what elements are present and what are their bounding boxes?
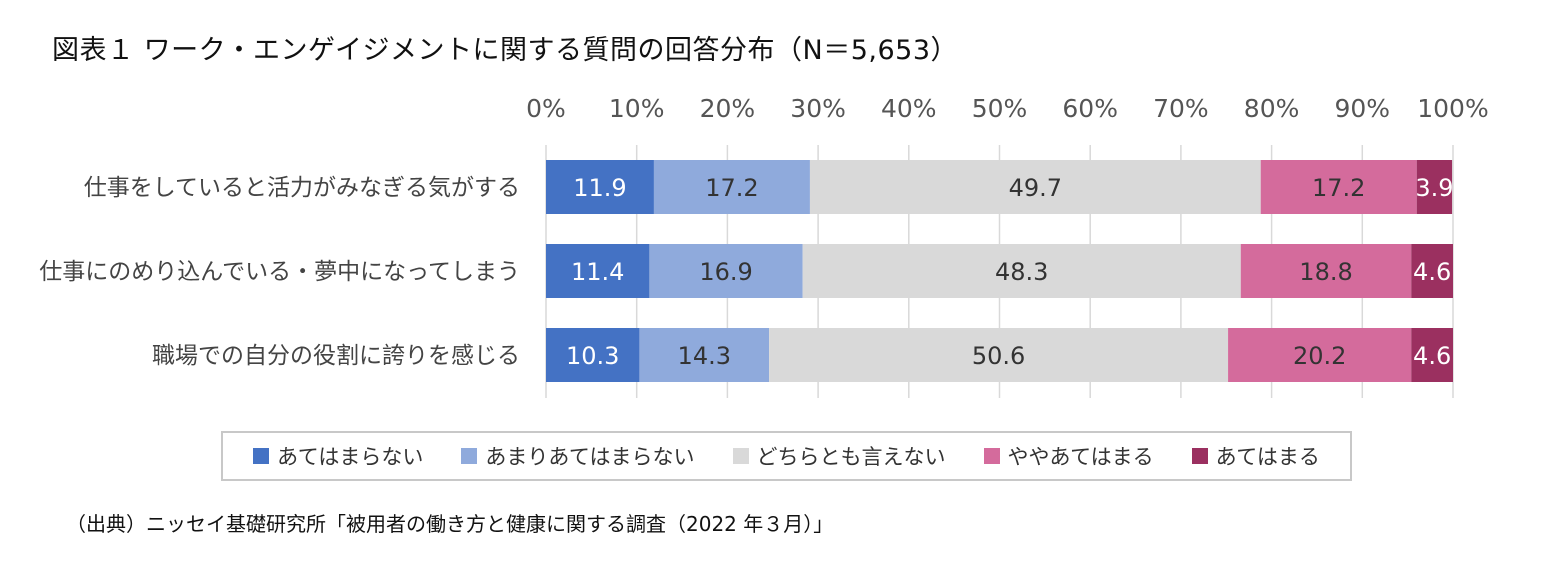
data-label: 4.6 xyxy=(1413,258,1451,286)
bar-segment xyxy=(653,160,810,214)
legend-item: あてはまる xyxy=(1191,441,1320,471)
bar-segment xyxy=(639,328,770,382)
chart-title: 図表１ ワーク・エンゲイジメントに関する質問の回答分布（N＝5,653） xyxy=(52,35,958,66)
data-label: 18.8 xyxy=(1299,258,1352,286)
legend: あてはまらない あまりあてはまらない どちらとも言えない ややあてはまる あてはまる xyxy=(221,431,1352,481)
x-tick-label: 0% xyxy=(526,94,566,123)
bar-segment xyxy=(649,244,803,298)
bars: 11.9 17.2 49.7 17.2 3.9 11.4 16.9 48.3 18.8 4.6 10… xyxy=(546,160,1453,382)
category-label: 仕事をしていると活力がみなぎる気がする xyxy=(84,175,520,201)
x-tick-label: 10% xyxy=(609,94,665,123)
data-label: 49.7 xyxy=(1009,174,1062,202)
legend-swatch xyxy=(461,448,478,464)
x-axis-ticks: 0% 10% 20% 30% 40% 50% 60% 70% 80% 90% 100% xyxy=(526,94,1489,123)
bar-segment xyxy=(1260,160,1417,214)
x-tick-label: 80% xyxy=(1244,94,1300,123)
data-label: 50.6 xyxy=(972,342,1025,370)
legend-swatch xyxy=(732,448,749,464)
stacked-bar-chart: 11.9 17.2 49.7 17.2 3.9 11.4 16.9 48.3 18.8 4.6 10… xyxy=(39,94,1489,398)
bar-segment xyxy=(769,328,1229,382)
data-label: 4.6 xyxy=(1413,342,1451,370)
x-tick-label: 90% xyxy=(1335,94,1391,123)
source-note: （出典）ニッセイ基礎研究所「被用者の働き方と健康に関する調査（2022 年３月）… xyxy=(66,512,834,536)
bar-segment xyxy=(1411,244,1453,298)
data-label: 17.2 xyxy=(1312,174,1365,202)
legend-swatch xyxy=(253,448,270,464)
data-label: 16.9 xyxy=(699,258,752,286)
x-tick-label: 100% xyxy=(1417,94,1488,123)
legend-label: あてはまる xyxy=(1215,445,1320,469)
x-tick-label: 40% xyxy=(881,94,937,123)
bar-segment xyxy=(546,244,650,298)
data-label: 17.2 xyxy=(705,174,758,202)
legend-item: ややあてはまる xyxy=(983,441,1154,471)
bar-segment xyxy=(1228,328,1412,382)
data-label: 10.3 xyxy=(566,342,619,370)
data-label: 48.3 xyxy=(995,258,1048,286)
bar-segment xyxy=(809,160,1261,214)
x-tick-label: 60% xyxy=(1062,94,1118,123)
bar-segment xyxy=(1411,328,1453,382)
data-label: 3.9 xyxy=(1415,174,1453,202)
x-tick-label: 50% xyxy=(972,94,1028,123)
data-label: 11.9 xyxy=(573,174,626,202)
bar-segment xyxy=(546,160,654,214)
category-label: 仕事にのめり込んでいる・夢中になってしまう xyxy=(39,259,520,285)
data-label: 20.2 xyxy=(1293,342,1346,370)
data-label: 14.3 xyxy=(678,342,731,370)
x-tick-label: 70% xyxy=(1153,94,1209,123)
y-axis-categories: 仕事をしていると活力がみなぎる気がする仕事にのめり込んでいる・夢中になってしまう… xyxy=(39,175,520,369)
bar-segment xyxy=(546,328,640,382)
legend-label: ややあてはまる xyxy=(1007,445,1154,469)
legend-label: どちらとも言えない xyxy=(756,445,946,469)
category-label: 職場での自分の役割に誇りを感じる xyxy=(152,343,520,369)
legend-swatch xyxy=(1191,448,1208,464)
legend-label: あてはまらない xyxy=(277,445,424,469)
legend-swatch xyxy=(983,448,1000,464)
legend-item: どちらとも言えない xyxy=(732,441,946,471)
x-tick-label: 30% xyxy=(790,94,846,123)
x-tick-label: 20% xyxy=(700,94,756,123)
bar-segment xyxy=(1416,160,1453,214)
legend-item: あてはまらない xyxy=(253,441,423,471)
legend-item: あまりあてはまらない xyxy=(461,441,695,471)
legend-label: あまりあてはまらない xyxy=(485,445,695,469)
bar-segment xyxy=(1240,244,1412,298)
bar-segment xyxy=(802,244,1241,298)
data-label: 11.4 xyxy=(571,258,624,286)
